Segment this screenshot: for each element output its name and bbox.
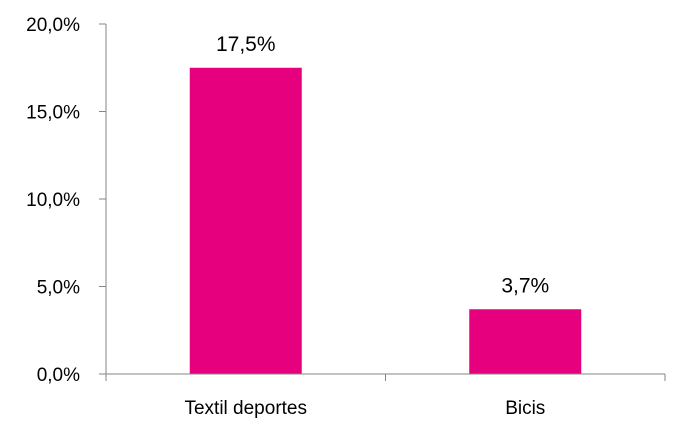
y-tick-label: 20,0% (26, 15, 80, 36)
x-axis: Textil deportes Bicis (105, 373, 666, 419)
y-tick-label: 15,0% (26, 103, 80, 124)
bars: 17,5% 3,7% (189, 33, 582, 374)
y-tick-label: 10,0% (26, 190, 80, 211)
y-tick-label: 0,0% (37, 365, 80, 386)
x-category-label: Bicis (505, 398, 545, 419)
data-label: 17,5% (216, 33, 276, 56)
bar (469, 309, 582, 374)
data-label: 3,7% (501, 274, 549, 297)
y-tick-label: 5,0% (37, 278, 80, 299)
bar (189, 67, 302, 374)
y-axis: 0,0% 5,0% 10,0% 15,0% 20,0% (26, 15, 107, 386)
x-category-label: Textil deportes (184, 398, 307, 419)
